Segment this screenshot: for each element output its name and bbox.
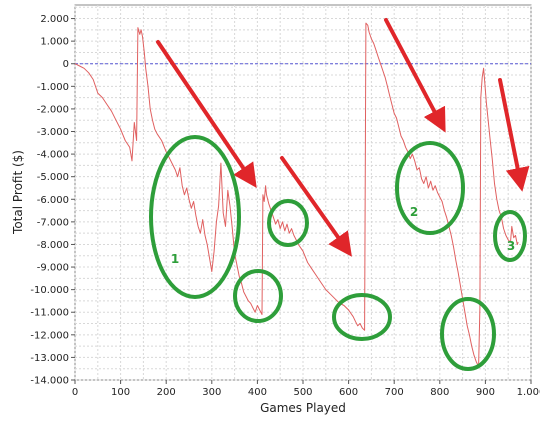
axis-ticks: 0 100 200 300 400 500 600 700 800 900 1.000 2.000 1.…: [30, 14, 540, 398]
y-tick-label: -9.000: [37, 263, 69, 274]
y-tick-label: -5.000: [37, 172, 69, 183]
annotation-arrow: [156, 40, 257, 188]
y-tick-label: -1.000: [37, 82, 69, 93]
y-tick-label: 1.000: [40, 37, 69, 48]
y-tick-label: -10.000: [30, 285, 69, 296]
x-tick-label: 600: [339, 387, 358, 398]
annotation-number: 3: [507, 239, 515, 253]
series-group: [74, 22, 531, 367]
annotations-group: 1 2 3: [149, 18, 530, 371]
x-tick-label: 1.000: [517, 387, 540, 398]
y-tick-label: 0: [63, 59, 69, 70]
y-tick-label: -8.000: [37, 240, 69, 251]
y-tick-label: -13.000: [30, 353, 69, 364]
x-tick-label: 900: [476, 387, 495, 398]
profit-series-line: [74, 22, 519, 367]
x-tick-label: 700: [385, 387, 404, 398]
x-tick-label: 500: [293, 387, 312, 398]
x-tick-label: 300: [202, 387, 221, 398]
y-tick-label: -11.000: [30, 308, 69, 319]
y-axis-title: Total Profit ($): [11, 150, 25, 235]
y-tick-label: -14.000: [30, 376, 69, 387]
y-tick-label: -6.000: [37, 195, 69, 206]
y-tick-label: -7.000: [37, 217, 69, 228]
annotation-circle: [233, 269, 283, 323]
y-tick-label: 2.000: [40, 14, 69, 25]
y-tick-label: -3.000: [37, 127, 69, 138]
x-tick-label: 200: [157, 387, 176, 398]
annotation-circle: [493, 210, 527, 262]
x-axis-title: Games Played: [260, 401, 346, 415]
annotation-circle: [267, 199, 309, 247]
x-tick-label: 100: [111, 387, 130, 398]
annotation-circle: [149, 135, 241, 299]
annotation-circle: [440, 297, 496, 371]
x-tick-label: 0: [72, 387, 78, 398]
x-tick-label: 800: [430, 387, 449, 398]
y-tick-label: -12.000: [30, 330, 69, 341]
annotation-number: 1: [171, 252, 179, 266]
annotation-arrow: [498, 78, 530, 192]
y-tick-label: -4.000: [37, 150, 69, 161]
annotation-circle: [395, 141, 465, 235]
y-tick-label: -2.000: [37, 104, 69, 115]
annotation-arrow: [280, 156, 352, 257]
x-tick-label: 400: [248, 387, 267, 398]
annotation-circle: [332, 293, 392, 341]
annotation-number: 2: [410, 205, 418, 219]
annotation-arrow: [384, 18, 446, 133]
